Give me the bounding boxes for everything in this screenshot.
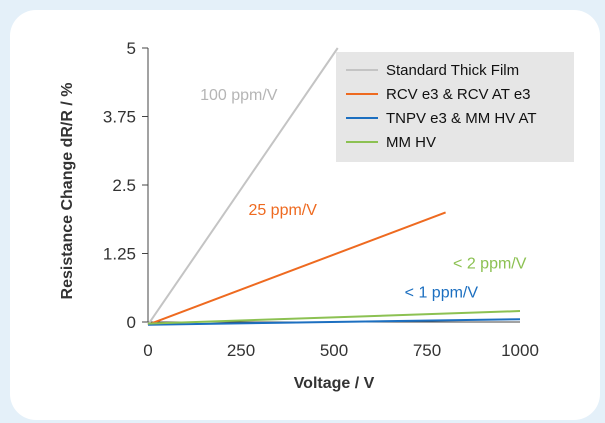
annotation-label: < 2 ppm/V <box>453 255 527 272</box>
y-ticks: 0 1.25 2.5 3.75 5 <box>103 39 148 332</box>
legend-label: RCV e3 & RCV AT e3 <box>386 86 531 103</box>
y-tick-label: 3.75 <box>103 108 136 127</box>
annotation-label: 100 ppm/V <box>200 87 278 104</box>
annotation-label: < 1 ppm/V <box>405 284 479 301</box>
x-axis-title: Voltage / V <box>294 375 375 392</box>
series-line-3 <box>147 318 521 326</box>
legend-label: Standard Thick Film <box>386 62 519 79</box>
annotations: 100 ppm/V 25 ppm/V < 2 ppm/V < 1 ppm/V <box>200 87 527 301</box>
legend: Standard Thick Film RCV e3 & RCV AT e3 TNP… <box>336 52 574 162</box>
x-tick-label: 1000 <box>501 341 539 360</box>
x-tick-label: 250 <box>227 341 255 360</box>
series-lines <box>147 47 521 326</box>
y-axis-title: Resistance Change dR/R / % <box>59 83 76 300</box>
y-tick-label: 5 <box>127 39 136 58</box>
resistance-change-chart: 0 1.25 2.5 3.75 5 0 250 500 750 1000 100 ppm/V 25… <box>59 39 574 392</box>
x-tick-label: 750 <box>413 341 441 360</box>
y-tick-label: 1.25 <box>103 245 136 264</box>
x-tick-label: 500 <box>320 341 348 360</box>
series-line-4 <box>147 310 521 325</box>
annotation-label: 25 ppm/V <box>248 202 317 219</box>
y-tick-label: 2.5 <box>112 176 136 195</box>
legend-label: TNPV e3 & MM HV AT <box>386 110 537 127</box>
x-ticks: 0 250 500 750 1000 <box>143 341 539 360</box>
x-tick-label: 0 <box>143 341 152 360</box>
series-line-2 <box>147 211 446 326</box>
series-line-1 <box>147 47 339 326</box>
y-tick-label: 0 <box>127 313 136 332</box>
legend-label: MM HV <box>386 134 436 151</box>
chart-card: 0 1.25 2.5 3.75 5 0 250 500 750 1000 100 ppm/V 25… <box>10 10 600 420</box>
